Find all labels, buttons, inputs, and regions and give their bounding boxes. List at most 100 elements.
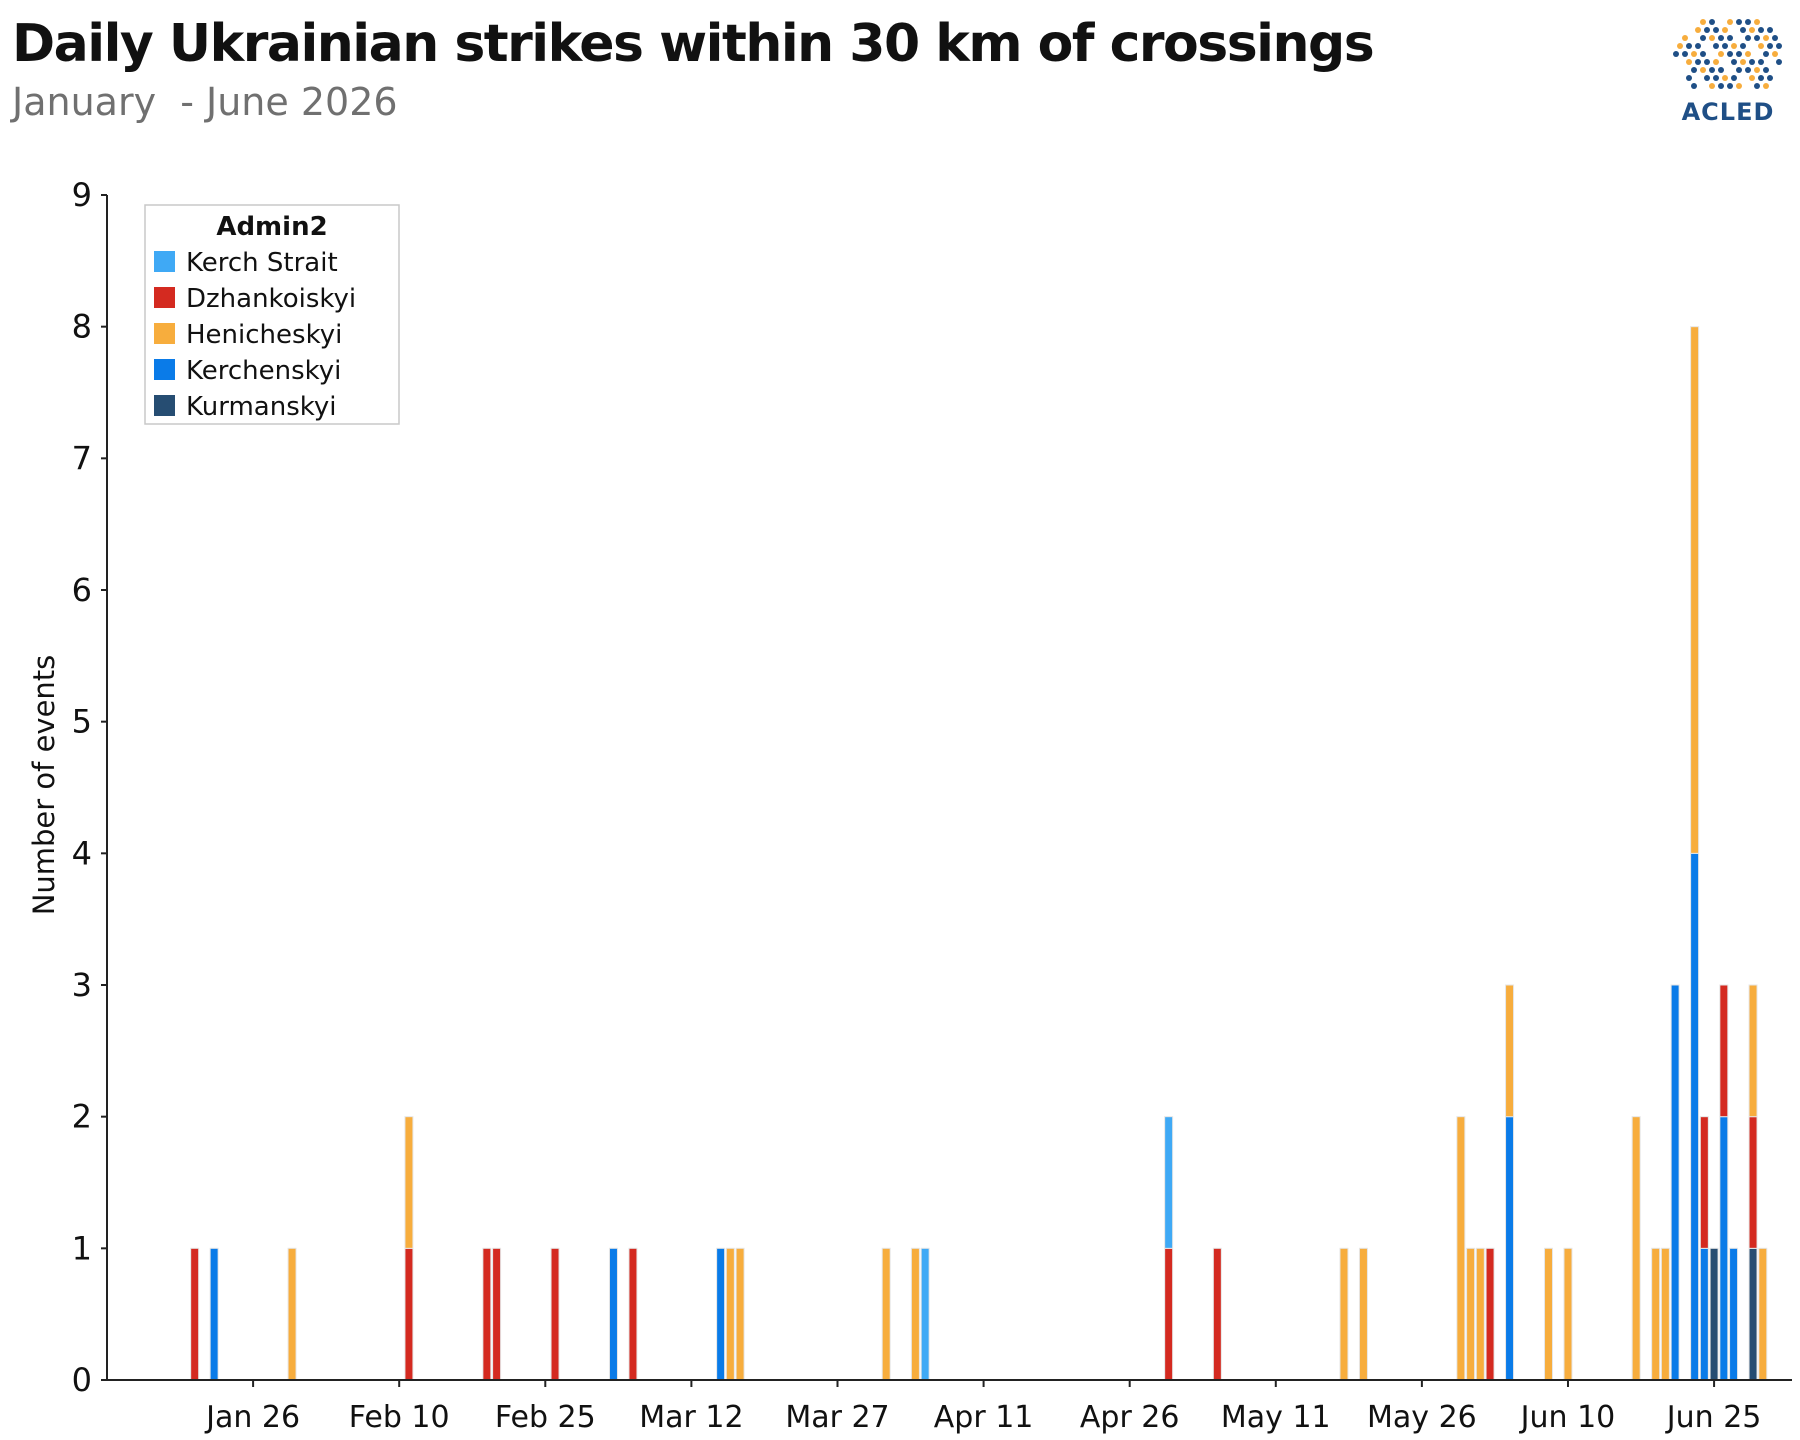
logo-dot xyxy=(1709,35,1715,41)
x-tick-label: Apr 11 xyxy=(934,1400,1034,1435)
bar-segment xyxy=(1748,984,1758,1118)
bar-segment xyxy=(1631,1116,1641,1381)
logo-dot xyxy=(1763,51,1769,57)
logo-dot xyxy=(1754,19,1760,25)
logo-dot xyxy=(1736,83,1742,89)
bar-segment xyxy=(482,1247,492,1381)
legend-swatch xyxy=(154,323,175,344)
logo-dot xyxy=(1740,59,1746,65)
bar-segment xyxy=(492,1247,502,1381)
y-tick-label: 2 xyxy=(72,1098,92,1136)
legend-swatch xyxy=(154,395,175,416)
bar-segment xyxy=(1544,1247,1554,1381)
logo-dot xyxy=(1709,19,1715,25)
logo-dot xyxy=(1709,67,1715,73)
legend-label: Kurmanskyi xyxy=(186,392,337,422)
logo-dot xyxy=(1695,59,1701,65)
legend-label: Dzhankoiskyi xyxy=(186,284,356,314)
logo-dot xyxy=(1758,59,1764,65)
bar-segment xyxy=(1748,1116,1758,1249)
logo-dot xyxy=(1754,67,1760,73)
x-tick-label: Jun 25 xyxy=(1665,1400,1762,1435)
bar-segment xyxy=(287,1247,297,1381)
x-tick-label: Feb 25 xyxy=(495,1400,596,1435)
bar-segment xyxy=(1690,326,1700,854)
x-tick-label: May 11 xyxy=(1221,1400,1331,1435)
bar-segment xyxy=(1719,1116,1729,1381)
bar-segment xyxy=(404,1116,414,1249)
logo-dot xyxy=(1731,59,1737,65)
bar-segment xyxy=(1699,1247,1709,1381)
logo-dot xyxy=(1731,75,1737,81)
chart-subtitle: January - June 2026 xyxy=(12,80,398,124)
x-tick-label: Mar 27 xyxy=(785,1400,889,1435)
logo-dot xyxy=(1763,67,1769,73)
logo-dot xyxy=(1695,27,1701,33)
bar-segment xyxy=(1729,1247,1739,1381)
bar-segment xyxy=(209,1247,219,1381)
logo-dot xyxy=(1691,51,1697,57)
x-tick-label: Feb 10 xyxy=(349,1400,450,1435)
y-tick-label: 5 xyxy=(72,703,92,741)
logo-dot xyxy=(1677,43,1683,49)
logo-dot xyxy=(1736,67,1742,73)
logo-dot xyxy=(1695,43,1701,49)
bar-segment xyxy=(716,1247,726,1381)
logo-dot xyxy=(1713,43,1719,49)
logo-dot xyxy=(1749,59,1755,65)
y-ticks: 0 1 2 3 4 5 6 7 8 9 xyxy=(72,176,107,1399)
bar-segment xyxy=(735,1247,745,1381)
logo-dot xyxy=(1754,35,1760,41)
logo-dot xyxy=(1745,35,1751,41)
bar-segment xyxy=(1699,1116,1709,1249)
acled-logo-text: ACLED xyxy=(1681,98,1775,126)
logo-dot xyxy=(1758,75,1764,81)
logo-dot xyxy=(1686,75,1692,81)
axes-layer xyxy=(106,195,1792,1381)
legend: Admin2 Kerch Strait Dzhankoiskyi Henichesk… xyxy=(144,204,400,425)
bar-segment xyxy=(608,1247,618,1381)
bar-segment xyxy=(628,1247,638,1381)
logo-dot xyxy=(1718,67,1724,73)
bar-segment xyxy=(1690,852,1700,1381)
bar-segment xyxy=(881,1247,891,1381)
logo-dot xyxy=(1700,35,1706,41)
bar-segment xyxy=(1651,1247,1661,1381)
bar-segment xyxy=(1164,1116,1174,1249)
legend-items: Kerch Strait Dzhankoiskyi Henicheskyi Kerch… xyxy=(154,248,356,422)
y-tick-label: 6 xyxy=(72,571,92,609)
bar-segment xyxy=(190,1247,200,1381)
x-tick-label: Jun 10 xyxy=(1519,1400,1616,1435)
logo-dot xyxy=(1740,43,1746,49)
logo-dot xyxy=(1686,43,1692,49)
logo-dot xyxy=(1772,51,1778,57)
logo-dot xyxy=(1758,43,1764,49)
legend-label: Henicheskyi xyxy=(186,320,342,350)
legend-label: Kerch Strait xyxy=(186,248,338,278)
legend-box xyxy=(144,204,400,425)
logo-dot xyxy=(1776,43,1782,49)
y-tick-label: 3 xyxy=(72,966,92,1004)
chart-title: Daily Ukrainian strikes within 30 km of … xyxy=(12,14,1375,74)
y-tick-label: 1 xyxy=(72,1229,92,1267)
bar-segment xyxy=(1670,984,1680,1381)
logo-dot xyxy=(1740,27,1746,33)
bar-segment xyxy=(1660,1247,1670,1381)
logo-dot xyxy=(1700,51,1706,57)
logo-dot xyxy=(1722,27,1728,33)
logo-dot xyxy=(1673,51,1679,57)
logo-dot xyxy=(1722,43,1728,49)
logo-dot xyxy=(1691,67,1697,73)
bar-segment xyxy=(1485,1247,1495,1381)
bar-segment xyxy=(1358,1247,1368,1381)
logo-dot xyxy=(1763,35,1769,41)
bar-segment xyxy=(1456,1116,1466,1381)
logo-dot xyxy=(1727,51,1733,57)
logo-dot xyxy=(1754,83,1760,89)
logo-dot xyxy=(1772,35,1778,41)
logo-dot xyxy=(1727,19,1733,25)
bar-segment xyxy=(1164,1247,1174,1381)
bar-segment xyxy=(1466,1247,1476,1381)
legend-title: Admin2 xyxy=(216,212,327,242)
y-tick-label: 4 xyxy=(72,834,92,872)
